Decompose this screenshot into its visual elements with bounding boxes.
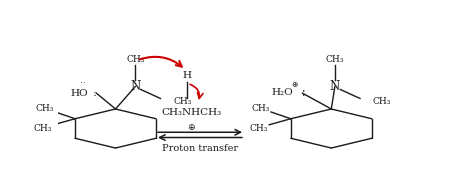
Text: CH₃NHCH₃: CH₃NHCH₃	[161, 108, 221, 117]
Text: CH₃: CH₃	[33, 124, 52, 133]
Text: ··: ··	[80, 79, 86, 88]
Text: N: N	[130, 80, 140, 93]
Text: CH₃: CH₃	[126, 55, 144, 64]
Text: CH₃: CH₃	[173, 97, 191, 106]
Text: CH₃: CH₃	[249, 124, 267, 133]
Text: H: H	[182, 71, 192, 81]
Text: CH₃: CH₃	[250, 105, 269, 113]
Text: HO: HO	[71, 89, 88, 98]
Text: CH₃: CH₃	[35, 105, 54, 113]
Text: :: :	[297, 86, 305, 99]
Text: ⊕: ⊕	[290, 80, 297, 89]
Text: N: N	[329, 80, 339, 93]
Text: CH₃: CH₃	[325, 55, 344, 64]
Text: CH₃: CH₃	[372, 97, 390, 106]
Text: Proton transfer: Proton transfer	[162, 144, 238, 152]
Text: H₂O: H₂O	[271, 88, 293, 97]
Text: ⊕: ⊕	[187, 122, 194, 131]
Text: :: :	[90, 89, 97, 98]
